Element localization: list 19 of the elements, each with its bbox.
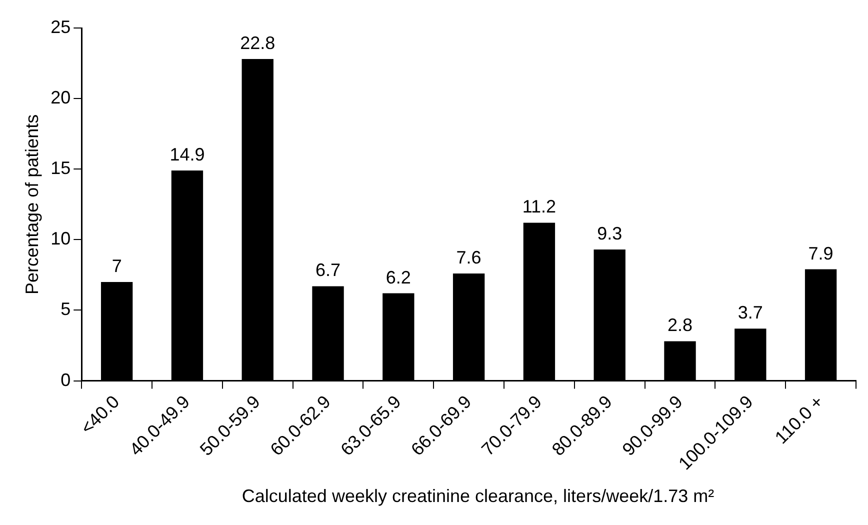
data-label: 3.7: [738, 302, 763, 323]
y-tick-label: 25: [50, 16, 71, 37]
data-label: 9.3: [597, 224, 622, 244]
data-label: 11.2: [522, 196, 556, 217]
data-label: 14.9: [170, 144, 205, 164]
x-axis-title: Calculated weekly creatinine clearance, liters/week/1.73 m²: [240, 486, 716, 507]
y-tick-label: 20: [50, 88, 71, 108]
y-tick-label: 10: [50, 228, 71, 249]
y-tick-label: 0: [60, 370, 71, 390]
y-tick-label: 15: [50, 158, 71, 178]
data-label: 7: [112, 256, 122, 276]
data-label: 6.7: [316, 260, 341, 280]
y-tick-label: 5: [60, 299, 71, 320]
data-label: 7.9: [808, 243, 834, 264]
y-axis-title: Percentage of patients: [22, 114, 42, 294]
data-label: 22.8: [240, 33, 276, 54]
data-label: 6.2: [386, 267, 411, 288]
data-label: 2.8: [667, 315, 693, 336]
data-label: 7.6: [456, 248, 482, 268]
